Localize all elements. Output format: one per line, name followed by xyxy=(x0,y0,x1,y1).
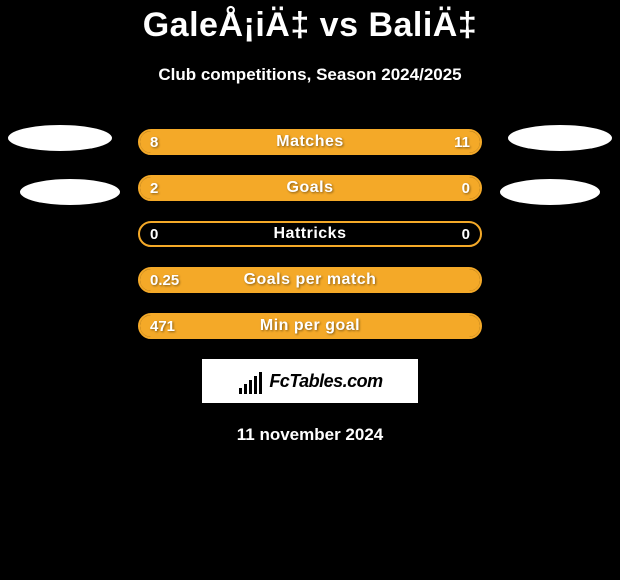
stat-name: Goals xyxy=(140,177,480,199)
stat-name: Hattricks xyxy=(140,223,480,245)
page-title: GaleÅ¡iÄ‡ vs BaliÄ‡ xyxy=(0,6,620,45)
stat-value-right: 0 xyxy=(452,223,480,245)
player-right-avatar xyxy=(508,125,612,151)
stat-name: Goals per match xyxy=(140,269,480,291)
player-left-club-avatar xyxy=(20,179,120,205)
stat-row: 0.25Goals per match xyxy=(138,267,482,293)
stat-name: Matches xyxy=(140,131,480,153)
footer-date: 11 november 2024 xyxy=(0,425,620,445)
stat-row: 0Hattricks0 xyxy=(138,221,482,247)
stat-value-right: 0 xyxy=(452,177,480,199)
player-left-avatar xyxy=(8,125,112,151)
page-subtitle: Club competitions, Season 2024/2025 xyxy=(0,65,620,85)
player-right-club-avatar xyxy=(500,179,600,205)
branding-label: FcTables.com xyxy=(269,371,382,392)
bars-icon xyxy=(237,368,263,394)
stat-row: 8Matches11 xyxy=(138,129,482,155)
stat-row: 2Goals0 xyxy=(138,175,482,201)
stat-value-right: 11 xyxy=(444,131,480,153)
branding-badge: FcTables.com xyxy=(202,359,418,403)
stat-row: 471Min per goal xyxy=(138,313,482,339)
stats-comparison: 8Matches112Goals00Hattricks00.25Goals pe… xyxy=(0,129,620,339)
stat-name: Min per goal xyxy=(140,315,480,337)
